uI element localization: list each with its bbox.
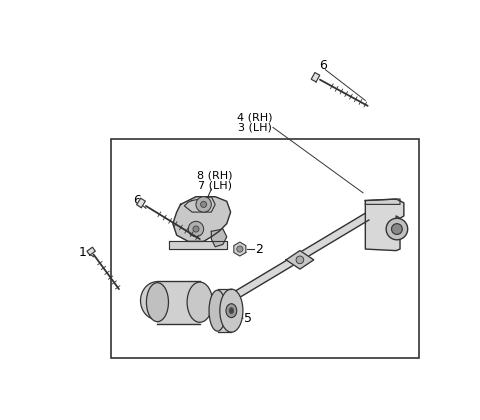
Text: 1: 1 xyxy=(79,246,87,259)
Ellipse shape xyxy=(146,283,168,322)
Polygon shape xyxy=(365,199,404,251)
Circle shape xyxy=(296,256,304,264)
Polygon shape xyxy=(365,199,400,205)
Text: 6: 6 xyxy=(133,194,141,207)
Bar xyxy=(157,281,200,324)
Text: 6: 6 xyxy=(319,59,327,72)
Polygon shape xyxy=(137,198,145,207)
Ellipse shape xyxy=(226,304,237,318)
Circle shape xyxy=(196,197,211,212)
Ellipse shape xyxy=(187,282,213,322)
Ellipse shape xyxy=(141,281,174,320)
Circle shape xyxy=(386,218,408,240)
Polygon shape xyxy=(184,197,215,212)
Text: 5: 5 xyxy=(244,312,252,325)
Text: 7 (LH): 7 (LH) xyxy=(198,180,232,190)
Ellipse shape xyxy=(220,289,243,332)
Polygon shape xyxy=(87,247,96,255)
Polygon shape xyxy=(211,229,227,247)
Text: 2: 2 xyxy=(255,243,263,255)
Text: 4 (RH): 4 (RH) xyxy=(238,113,273,122)
Circle shape xyxy=(188,221,204,237)
Circle shape xyxy=(237,246,243,252)
Circle shape xyxy=(201,201,207,207)
Polygon shape xyxy=(169,241,227,249)
Polygon shape xyxy=(173,197,230,241)
Text: 8 (RH): 8 (RH) xyxy=(197,171,233,181)
Bar xyxy=(111,139,419,358)
Ellipse shape xyxy=(229,307,234,314)
Circle shape xyxy=(193,226,199,232)
Polygon shape xyxy=(311,73,320,82)
Circle shape xyxy=(392,223,402,234)
Text: 3 (LH): 3 (LH) xyxy=(238,122,272,132)
Polygon shape xyxy=(234,242,246,256)
Polygon shape xyxy=(286,251,314,269)
Ellipse shape xyxy=(209,290,226,331)
Bar xyxy=(217,289,231,332)
Polygon shape xyxy=(225,213,369,304)
